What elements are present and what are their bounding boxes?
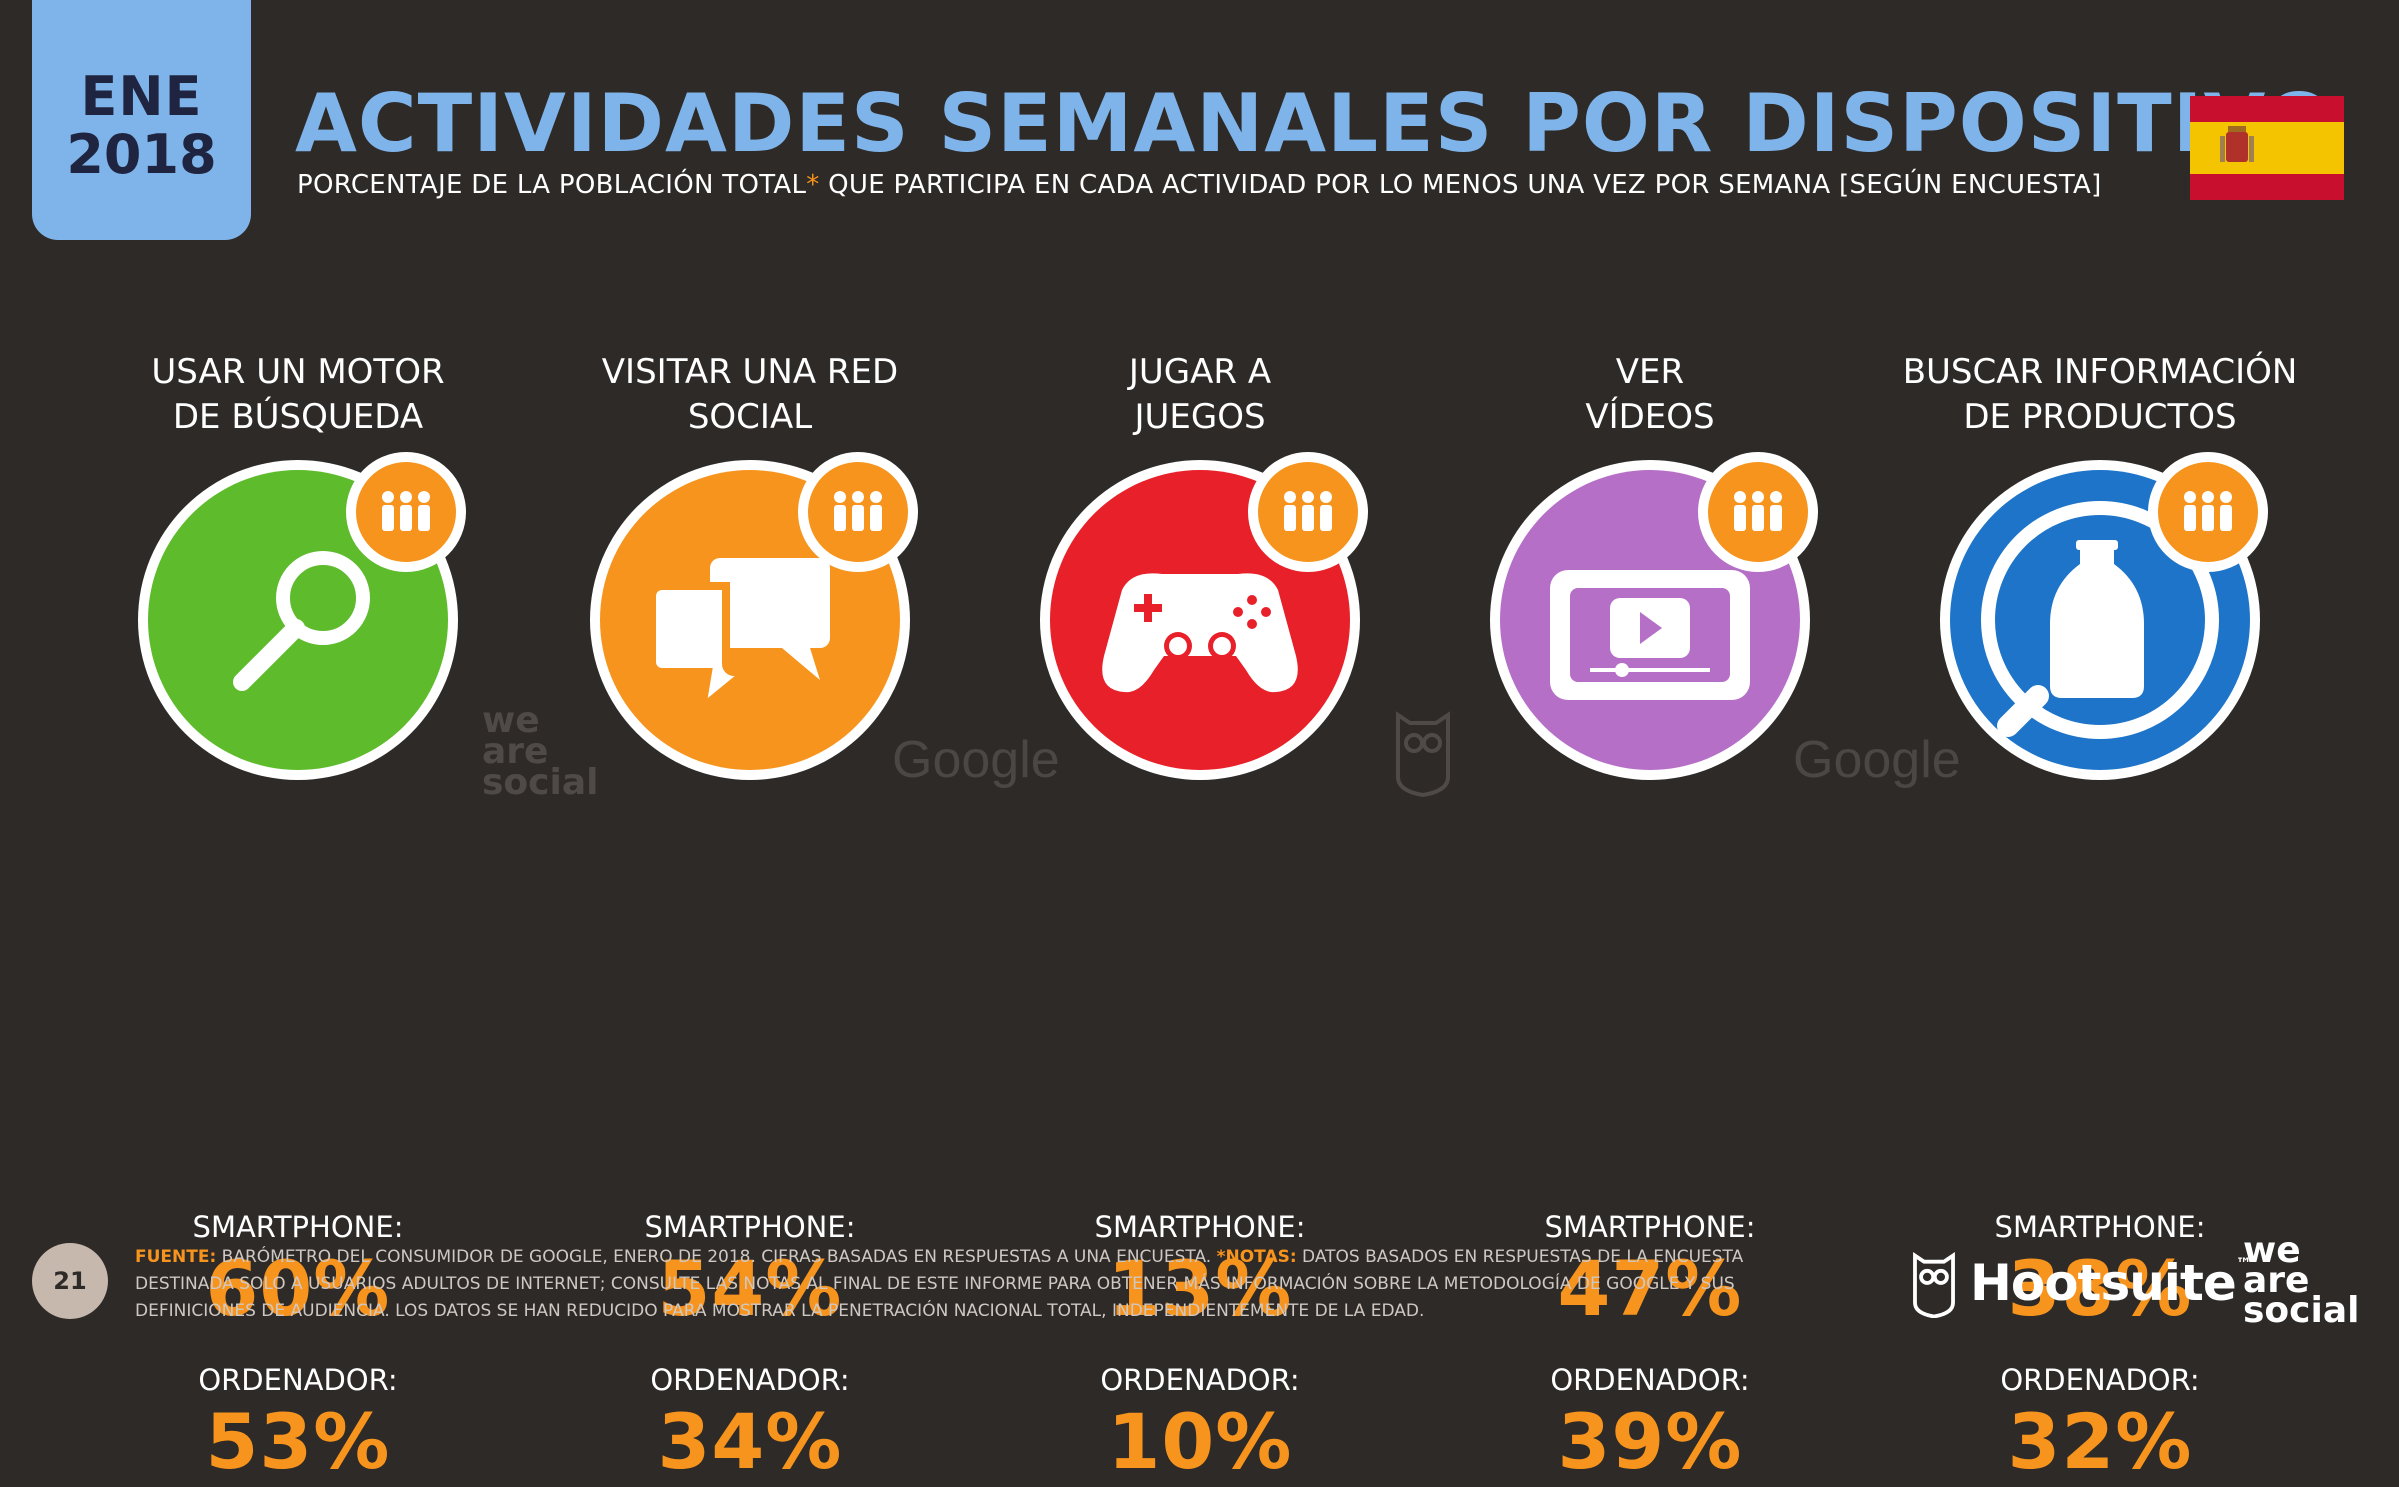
wearesocial-watermark: we are social [482, 700, 599, 803]
computer-metric: ORDENADOR: 34% [530, 1363, 970, 1487]
computer-label: ORDENADOR: [1100, 1363, 1300, 1397]
activity-products: BUSCAR INFORMACIÓN DE PRODUCTOS SMARTPHON… [1880, 350, 2320, 1486]
date-badge: ENE 2018 [32, 0, 251, 240]
wearesocial-logo: we are social [2243, 1230, 2360, 1331]
subtitle-text: PORCENTAJE DE LA POBLACIÓN TOTAL [297, 170, 807, 200]
computer-value: 10% [1107, 1397, 1293, 1486]
computer-value: 39% [1557, 1397, 1743, 1486]
activity-label: USAR UN MOTOR DE BÚSQUEDA [151, 352, 445, 437]
computer-metric: ORDENADOR: 39% [1430, 1363, 1870, 1487]
date-year: 2018 [66, 123, 217, 186]
product-search-icon [1930, 450, 2270, 790]
smartphone-metric: SMARTPHONE: 13% [980, 1210, 1420, 1334]
computer-metric: ORDENADOR: 53% [78, 1363, 518, 1487]
chat-bubbles-icon [580, 450, 920, 790]
smartphone-label: SMARTPHONE: [1994, 1210, 2206, 1244]
computer-label: ORDENADOR: [1550, 1363, 1750, 1397]
smartphone-metric: SMARTPHONE: 60% [78, 1210, 518, 1334]
trademark-mark: ™ [2235, 1254, 2252, 1273]
computer-value: 32% [2007, 1397, 2193, 1486]
hootsuite-text: Hootsuite [1970, 1254, 2237, 1312]
computer-value: 34% [657, 1397, 843, 1486]
smartphone-label: SMARTPHONE: [1094, 1210, 1306, 1244]
activity-videos: VER VÍDEOS SMARTPHONE: 47% [1430, 350, 1870, 1486]
computer-metric: ORDENADOR: 32% [1880, 1363, 2320, 1487]
smartphone-value: 54% [657, 1244, 843, 1333]
smartphone-metric: SMARTPHONE: 38% [1880, 1210, 2320, 1334]
activity-label: VISITAR UNA RED SOCIAL [601, 352, 899, 437]
activity-label: JUGAR A JUEGOS [1128, 352, 1272, 437]
footer-source: FUENTE: BARÓMETRO DEL CONSUMIDOR DE GOOG… [135, 1247, 1744, 1321]
smartphone-label: SMARTPHONE: [192, 1210, 404, 1244]
smartphone-value: 38% [2007, 1244, 2193, 1333]
computer-metric: ORDENADOR: 10% [980, 1363, 1420, 1487]
computer-value: 53% [205, 1397, 391, 1486]
subtitle-asterisk: * [806, 170, 820, 200]
audience-icon [1248, 452, 1368, 572]
audience-icon [1698, 452, 1818, 572]
google-watermark: Google [892, 731, 1060, 789]
audience-icon [346, 452, 466, 572]
activity-label: VER VÍDEOS [1585, 352, 1715, 437]
subtitle-text-rest: QUE PARTICIPA EN CADA ACTIVIDAD POR LO M… [819, 170, 2102, 200]
activity-games: JUGAR A JUEGOS SMARTPHONE: 1 [980, 350, 1420, 1486]
smartphone-value: 47% [1557, 1244, 1743, 1333]
gamepad-icon [1030, 450, 1370, 790]
magnifier-icon [128, 450, 468, 790]
smartphone-label: SMARTPHONE: [644, 1210, 856, 1244]
computer-label: ORDENADOR: [2000, 1363, 2200, 1397]
audience-icon [798, 452, 918, 572]
audience-icon [2148, 452, 2268, 572]
hootsuite-logo: Hootsuite™ [1910, 1248, 2252, 1318]
owl-icon [1913, 1252, 1955, 1318]
date-month: ENE [80, 65, 203, 128]
computer-label: ORDENADOR: [650, 1363, 850, 1397]
smartphone-value: 60% [205, 1244, 391, 1333]
smartphone-metric: SMARTPHONE: 54% [530, 1210, 970, 1334]
page-subtitle: PORCENTAJE DE LA POBLACIÓN TOTAL* QUE PA… [297, 170, 2102, 200]
video-player-icon [1480, 450, 1820, 790]
spain-flag-icon [2190, 96, 2344, 200]
activity-search: USAR UN MOTOR DE BÚSQUEDA SMARTPHONE: 60%… [78, 350, 518, 1486]
smartphone-metric: SMARTPHONE: 47% [1430, 1210, 1870, 1334]
page-number: 21 [32, 1243, 108, 1319]
smartphone-label: SMARTPHONE: [1544, 1210, 1756, 1244]
smartphone-value: 13% [1107, 1244, 1293, 1333]
computer-label: ORDENADOR: [198, 1363, 398, 1397]
owl-watermark-icon [1396, 711, 1450, 797]
activity-label: BUSCAR INFORMACIÓN DE PRODUCTOS [1902, 352, 2298, 437]
google-watermark: Google [1793, 731, 1961, 789]
page-title: ACTIVIDADES SEMANALES POR DISPOSITIVO [295, 77, 2334, 170]
